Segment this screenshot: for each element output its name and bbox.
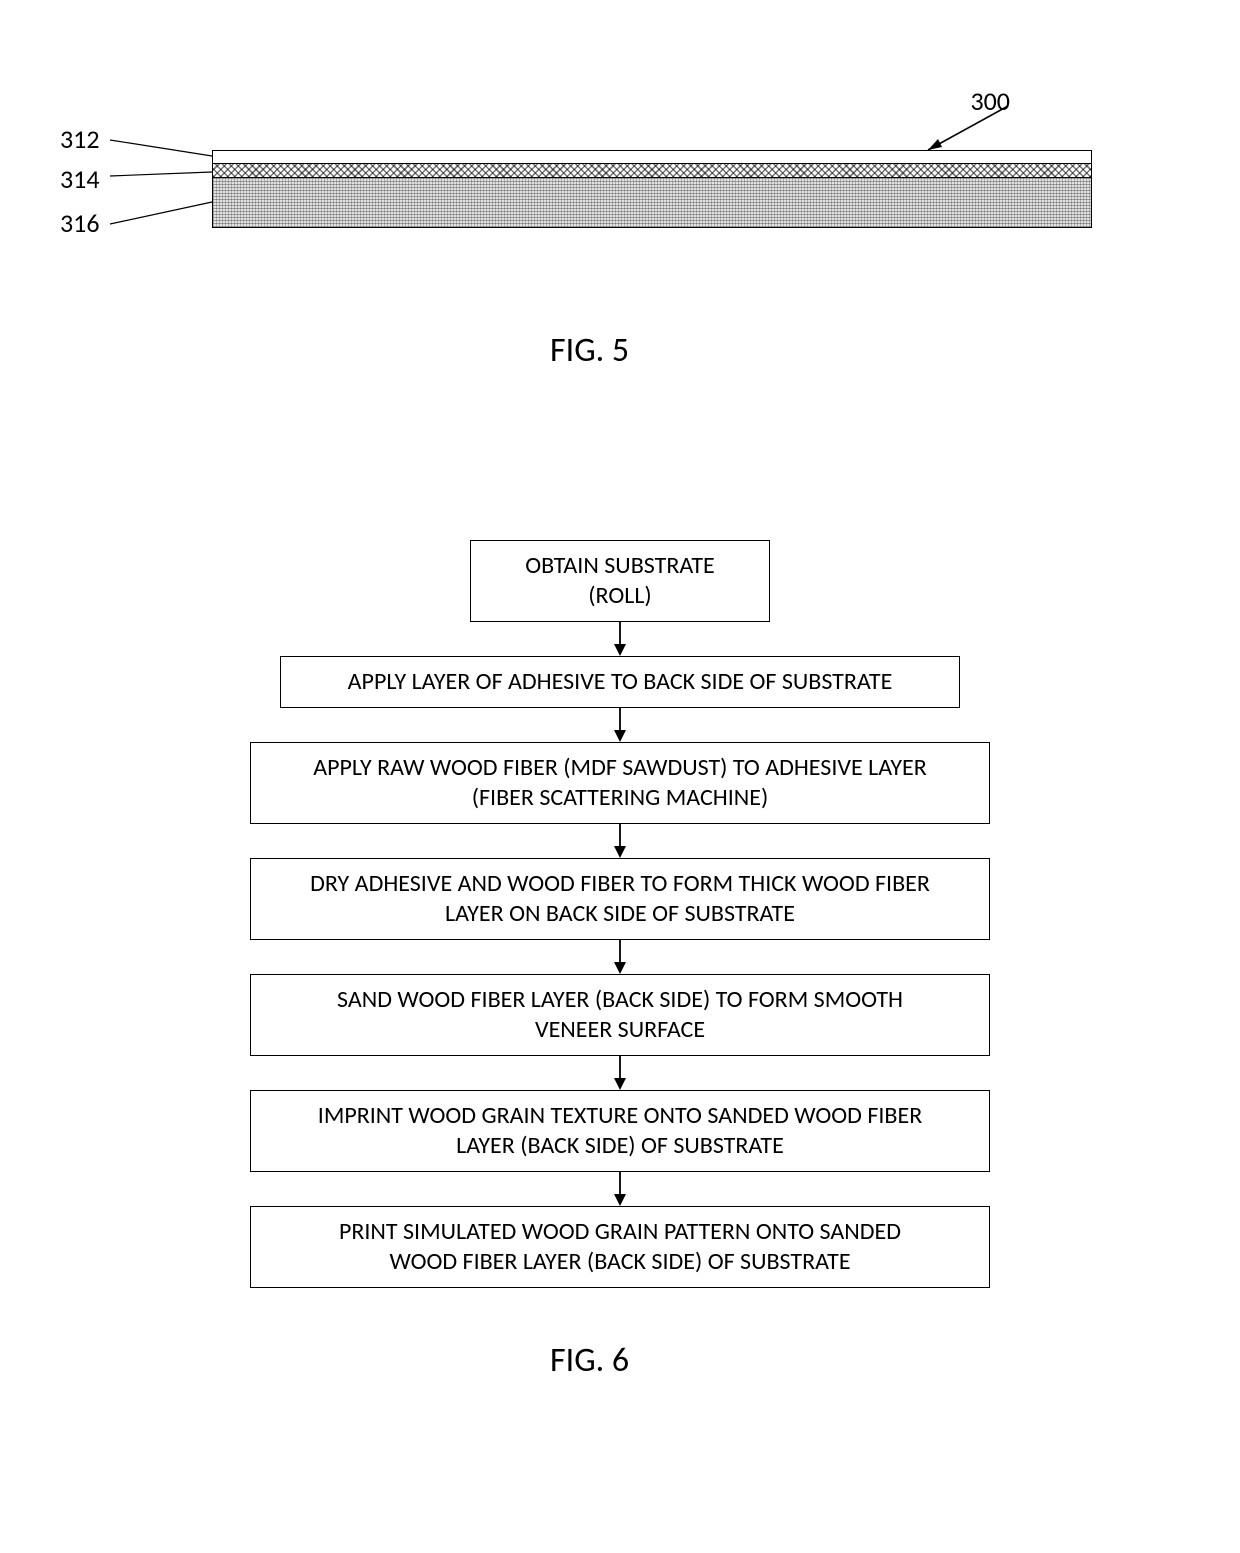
layer-stack <box>212 150 1092 228</box>
layer-ref-316: 316 <box>60 210 100 236</box>
flow-step-6: PRINT SIMULATED WOOD GRAIN PATTERN ONTO … <box>250 1206 990 1288</box>
leader-314 <box>104 170 214 180</box>
flow-step-1: APPLY LAYER OF ADHESIVE TO BACK SIDE OF … <box>280 656 960 708</box>
layer-ref-314: 314 <box>60 166 100 192</box>
flow-step-4: SAND WOOD FIBER LAYER (BACK SIDE) TO FOR… <box>250 974 990 1056</box>
flow-arrow-1 <box>240 708 1000 742</box>
layer-316 <box>212 178 1092 228</box>
flow-arrow-2 <box>240 824 1000 858</box>
layer-312 <box>212 150 1092 164</box>
flowchart: OBTAIN SUBSTRATE(ROLL) APPLY LAYER OF ADH… <box>240 540 1000 1288</box>
fig6: OBTAIN SUBSTRATE(ROLL) APPLY LAYER OF ADH… <box>240 540 1000 1288</box>
flow-arrow-5 <box>240 1172 1000 1206</box>
fig5: 300 312 314 316 <box>60 80 1120 360</box>
flow-arrow-0 <box>240 622 1000 656</box>
flow-step-0: OBTAIN SUBSTRATE(ROLL) <box>470 540 770 622</box>
leader-312 <box>104 134 214 158</box>
fig5-caption: FIG. 5 <box>550 330 629 371</box>
layer-ref-312: 312 <box>60 126 100 152</box>
leader-316 <box>104 200 214 228</box>
layer-314 <box>212 164 1092 178</box>
flow-arrow-3 <box>240 940 1000 974</box>
page: 300 312 314 316 FIG. 5 OBTAIN SUBSTRATE(… <box>0 0 1240 1553</box>
flow-step-3: DRY ADHESIVE AND WOOD FIBER TO FORM THIC… <box>250 858 990 940</box>
flow-step-5: IMPRINT WOOD GRAIN TEXTURE ONTO SANDED W… <box>250 1090 990 1172</box>
flow-arrow-4 <box>240 1056 1000 1090</box>
flow-step-2: APPLY RAW WOOD FIBER (MDF SAWDUST) TO AD… <box>250 742 990 824</box>
fig6-caption: FIG. 6 <box>550 1340 629 1381</box>
